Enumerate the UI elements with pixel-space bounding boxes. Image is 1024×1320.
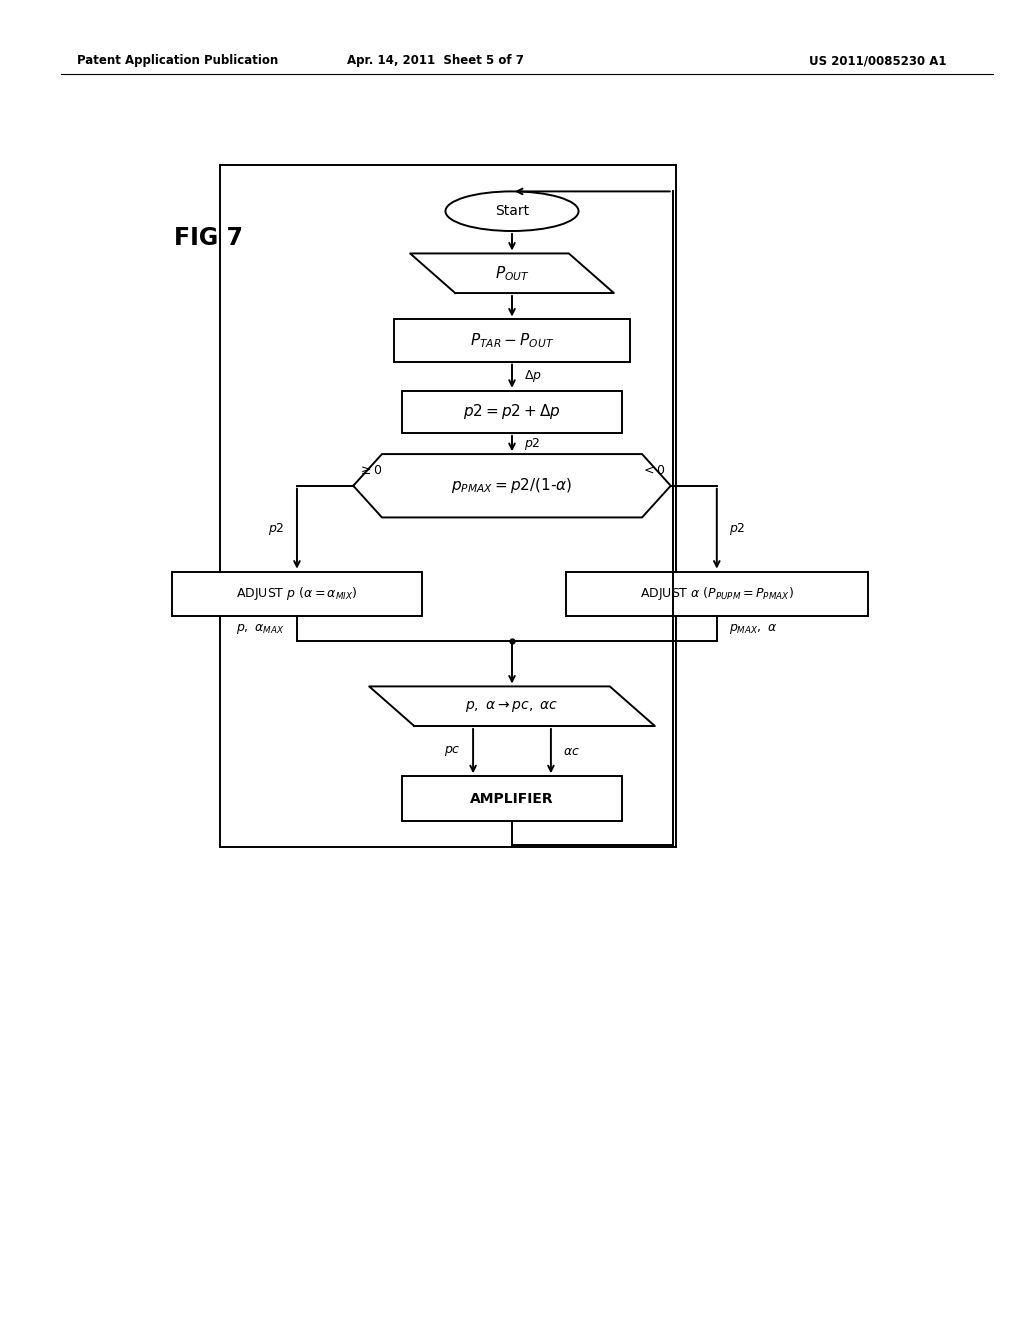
Text: $p_{PMAX}=p2/(1$-$\alpha)$: $p_{PMAX}=p2/(1$-$\alpha)$: [452, 477, 572, 495]
Text: $pc$: $pc$: [444, 744, 461, 758]
Text: US 2011/0085230 A1: US 2011/0085230 A1: [809, 54, 946, 67]
Polygon shape: [353, 454, 671, 517]
Bar: [394, 319, 630, 362]
Bar: [401, 776, 623, 821]
Text: $p2=p2+\Delta p$: $p2=p2+\Delta p$: [463, 403, 561, 421]
Text: ADJUST $\alpha$ $(P_{PUPM}=P_{PMAX})$: ADJUST $\alpha$ $(P_{PUPM}=P_{PMAX})$: [640, 586, 794, 602]
Bar: [565, 572, 867, 616]
Text: $\Delta p$: $\Delta p$: [524, 368, 542, 384]
Bar: [401, 391, 623, 433]
Text: $p2$: $p2$: [524, 436, 541, 451]
Text: $p,\ \alpha \rightarrow pc,\ \alpha c$: $p,\ \alpha \rightarrow pc,\ \alpha c$: [465, 698, 559, 714]
Text: $p,\ \alpha_{MAX}$: $p,\ \alpha_{MAX}$: [237, 622, 285, 636]
Text: AMPLIFIER: AMPLIFIER: [470, 792, 554, 805]
Text: $p_{MAX},\ \alpha$: $p_{MAX},\ \alpha$: [729, 622, 777, 636]
Text: $P_{OUT}$: $P_{OUT}$: [495, 264, 529, 282]
Text: FIG 7: FIG 7: [174, 226, 243, 249]
Text: Start: Start: [495, 205, 529, 218]
Bar: [171, 572, 422, 616]
Polygon shape: [369, 686, 655, 726]
Text: Apr. 14, 2011  Sheet 5 of 7: Apr. 14, 2011 Sheet 5 of 7: [347, 54, 523, 67]
Text: Patent Application Publication: Patent Application Publication: [77, 54, 279, 67]
Text: $P_{TAR} - P_{OUT}$: $P_{TAR} - P_{OUT}$: [470, 331, 554, 350]
Text: $\alpha c$: $\alpha c$: [563, 744, 581, 758]
Bar: [220, 165, 676, 847]
Text: $p2$: $p2$: [268, 520, 285, 537]
Ellipse shape: [445, 191, 579, 231]
Text: $\geq 0$: $\geq 0$: [358, 463, 383, 477]
Text: ADJUST $p$ $(\alpha=\alpha_{MIX})$: ADJUST $p$ $(\alpha=\alpha_{MIX})$: [237, 586, 357, 602]
Text: $p2$: $p2$: [729, 520, 745, 537]
Text: $< 0$: $< 0$: [641, 463, 666, 477]
Polygon shape: [410, 253, 614, 293]
